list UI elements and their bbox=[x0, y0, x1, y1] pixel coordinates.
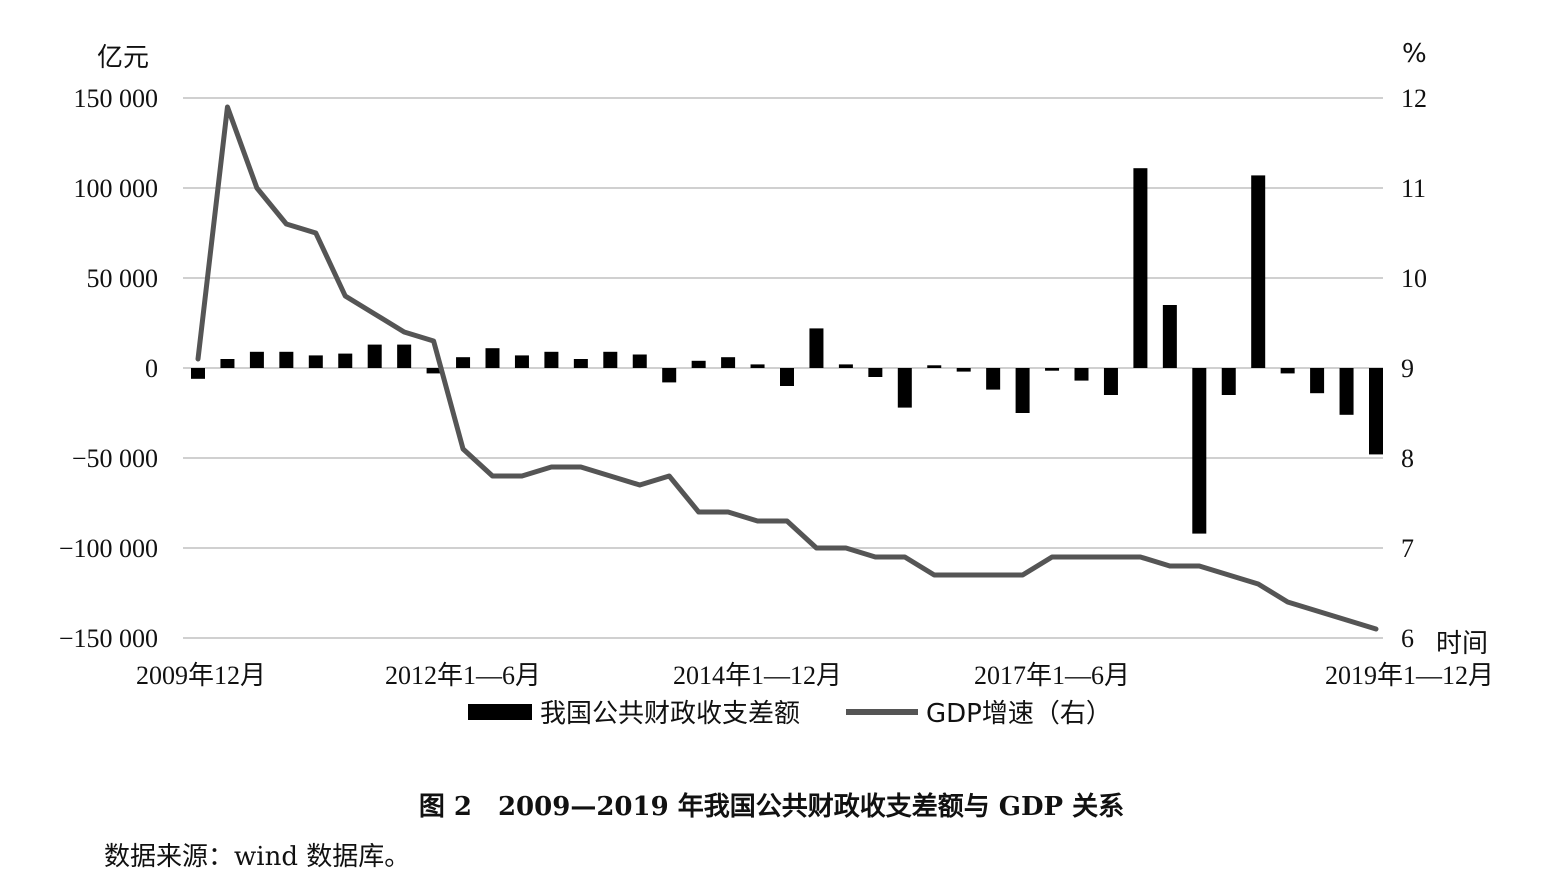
bar-10 bbox=[485, 348, 500, 368]
bar-18 bbox=[721, 357, 736, 368]
bar-0 bbox=[191, 368, 205, 379]
bar-11 bbox=[514, 355, 529, 368]
legend-bar-label: 我国公共财政收支差额 bbox=[540, 699, 800, 729]
right-tick-4: 8 bbox=[1401, 444, 1414, 473]
gdp-growth-line bbox=[195, 104, 1379, 632]
left-tick-3: 0 bbox=[145, 354, 158, 383]
bar-14 bbox=[603, 351, 618, 368]
bar-16 bbox=[662, 368, 677, 383]
bar-4 bbox=[308, 355, 323, 368]
left-tick-4: −50 000 bbox=[72, 444, 158, 473]
bar-7 bbox=[397, 344, 412, 368]
right-tick-3: 9 bbox=[1401, 354, 1414, 383]
bar-27 bbox=[986, 368, 1001, 390]
bar-28 bbox=[1015, 368, 1030, 413]
bar-39 bbox=[1339, 368, 1354, 415]
bar-21 bbox=[809, 328, 824, 368]
x-tick-1: 2012年1—6月 bbox=[385, 661, 541, 690]
bar-29 bbox=[1045, 368, 1060, 371]
bar-17 bbox=[691, 360, 706, 368]
bar-19 bbox=[750, 364, 765, 368]
right-axis-unit: % bbox=[1402, 39, 1427, 69]
legend-line-label: GDP增速（右） bbox=[926, 699, 1112, 729]
right-axis-ticks: 12 11 10 9 8 7 6 bbox=[1401, 84, 1427, 653]
figure-caption: 图 2 2009—2019 年我国公共财政收支差额与 GDP 关系 bbox=[418, 792, 1125, 822]
bar-38 bbox=[1310, 368, 1325, 394]
bar-26 bbox=[956, 368, 971, 372]
data-source: 数据来源：wind 数据库。 bbox=[104, 842, 411, 872]
x-tick-3: 2017年1—6月 bbox=[974, 661, 1130, 690]
left-tick-5: −100 000 bbox=[59, 534, 158, 563]
right-tick-0: 12 bbox=[1401, 84, 1427, 113]
bar-25 bbox=[927, 365, 942, 368]
bar-13 bbox=[573, 359, 588, 368]
bar-8 bbox=[426, 368, 441, 374]
grid bbox=[183, 97, 1383, 639]
right-tick-2: 10 bbox=[1401, 264, 1427, 293]
x-axis-label: 时间 bbox=[1436, 629, 1488, 659]
bar-40 bbox=[1369, 368, 1383, 455]
line bbox=[195, 104, 1379, 632]
bar-1 bbox=[220, 359, 235, 368]
bar-31 bbox=[1103, 368, 1118, 395]
chart: 150 000 100 000 50 000 0 −50 000 −100 000 −150… bbox=[59, 39, 1494, 729]
left-axis-ticks: 150 000 100 000 50 000 0 −50 000 −100 000 −150… bbox=[59, 84, 158, 653]
bar-2 bbox=[249, 351, 264, 368]
legend: 我国公共财政收支差额 GDP增速（右） bbox=[468, 699, 1112, 729]
bar-36 bbox=[1251, 175, 1266, 368]
bar-32 bbox=[1133, 168, 1148, 368]
right-tick-1: 11 bbox=[1401, 174, 1426, 203]
left-tick-6: −150 000 bbox=[59, 624, 158, 653]
bar-22 bbox=[838, 364, 853, 368]
right-tick-6: 6 bbox=[1401, 624, 1414, 653]
bar-20 bbox=[780, 368, 794, 386]
bar-35 bbox=[1221, 368, 1236, 395]
bar-34 bbox=[1192, 368, 1207, 534]
bar-6 bbox=[367, 344, 382, 368]
left-tick-0: 150 000 bbox=[74, 84, 159, 113]
x-tick-2: 2014年1—12月 bbox=[673, 661, 842, 690]
bar-30 bbox=[1074, 368, 1089, 381]
bar-33 bbox=[1162, 305, 1177, 368]
bars bbox=[191, 168, 1383, 534]
left-tick-2: 50 000 bbox=[87, 264, 159, 293]
right-tick-5: 7 bbox=[1401, 534, 1414, 563]
x-axis-ticks: 2009年12月 2012年1—6月 2014年1—12月 2017年1—6月 2019… bbox=[136, 661, 1494, 690]
bar-5 bbox=[338, 353, 353, 368]
bar-23 bbox=[868, 368, 883, 377]
left-axis-unit: 亿元 bbox=[97, 43, 149, 73]
bar-12 bbox=[544, 351, 559, 368]
bar-15 bbox=[632, 354, 647, 368]
bar-24 bbox=[897, 368, 912, 408]
legend-bar-swatch bbox=[468, 704, 532, 720]
x-tick-0: 2009年12月 bbox=[136, 661, 266, 690]
bar-3 bbox=[279, 351, 294, 368]
x-tick-4: 2019年1—12月 bbox=[1325, 661, 1494, 690]
bar-9 bbox=[456, 357, 471, 368]
left-tick-1: 100 000 bbox=[74, 174, 159, 203]
bar-37 bbox=[1280, 368, 1295, 374]
